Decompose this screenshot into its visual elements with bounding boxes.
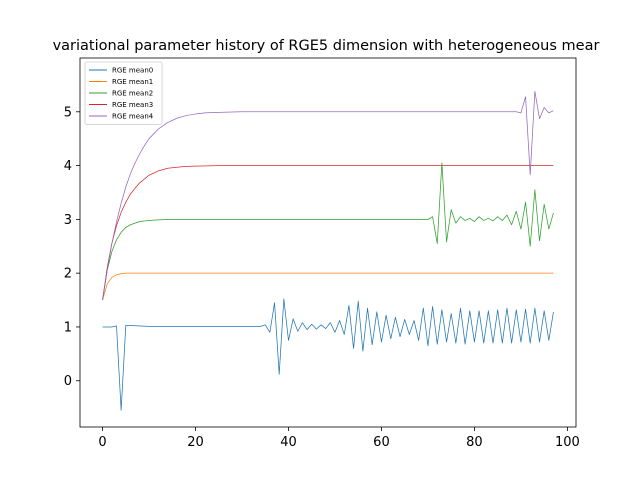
y-tick-label-5: 5 <box>64 105 72 120</box>
legend: RGE mean0 RGE mean1 RGE mean2 RGE mean3 RGE … <box>84 61 163 125</box>
x-tick-label-1: 20 <box>187 435 204 450</box>
legend-label-3: RGE mean3 <box>112 101 153 109</box>
x-tick-label-4: 80 <box>466 435 483 450</box>
chart-title: variational parameter history of RGE5 di… <box>53 38 600 54</box>
legend-box <box>84 61 163 125</box>
x-axis: 0 20 40 60 80 100 <box>98 427 580 450</box>
y-tick-label-1: 1 <box>64 320 72 335</box>
series-line-1 <box>102 272 554 301</box>
y-tick-label-4: 4 <box>64 159 72 174</box>
series-line-2 <box>102 162 554 301</box>
legend-label-2: RGE mean2 <box>112 90 153 98</box>
series-line-3 <box>102 165 554 301</box>
series-line-4 <box>102 90 554 301</box>
y-tick-label-0: 0 <box>64 374 72 389</box>
axes-frame <box>79 57 577 428</box>
y-tick-label-3: 3 <box>64 213 72 228</box>
x-tick-label-3: 60 <box>373 435 390 450</box>
y-tick-label-2: 2 <box>64 267 72 282</box>
legend-label-1: RGE mean1 <box>112 78 153 86</box>
x-tick-label-0: 0 <box>98 435 106 450</box>
plot-area <box>102 90 554 411</box>
legend-label-0: RGE mean0 <box>112 67 153 75</box>
series-line-0 <box>102 298 554 411</box>
legend-label-4: RGE mean4 <box>112 113 154 121</box>
y-axis: 0 1 2 3 4 5 <box>64 105 80 389</box>
x-tick-label-5: 100 <box>555 435 580 450</box>
x-tick-label-2: 40 <box>280 435 297 450</box>
